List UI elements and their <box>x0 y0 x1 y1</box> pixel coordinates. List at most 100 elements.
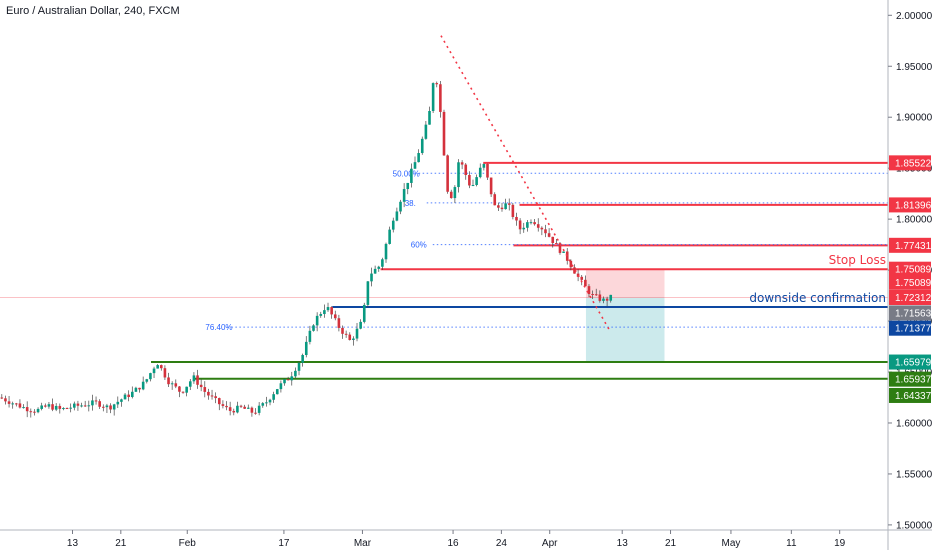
candle-body <box>439 84 442 112</box>
price-tag[interactable] <box>889 289 931 305</box>
candle-body <box>254 412 257 414</box>
y-tick-label: 2.00000 <box>896 11 932 22</box>
x-tick-label: 21 <box>115 538 127 549</box>
price-tag[interactable] <box>889 274 931 290</box>
chart-title: Euro / Australian Dollar, 240, FXCM <box>6 5 180 17</box>
candle-body <box>163 368 167 378</box>
x-tick-label: May <box>721 538 740 549</box>
fib-levels: 50.00% 38. 60% 76.40% <box>205 169 888 332</box>
candle-body <box>540 227 544 230</box>
candle-body <box>373 268 377 274</box>
candle-body <box>232 410 236 413</box>
x-tick-label: 21 <box>665 538 677 549</box>
candle-body <box>29 411 33 413</box>
candle-body <box>159 365 163 369</box>
candle-body <box>116 401 120 405</box>
candle-body <box>40 405 43 409</box>
price-tag[interactable] <box>889 320 931 336</box>
candle-body <box>25 407 29 412</box>
candle-body <box>493 194 497 206</box>
price-tags[interactable]: 1.85522 1.81396 1.77431 1.75089 1.75089 1.723… <box>889 155 932 403</box>
candle-body <box>120 399 123 402</box>
candle-body <box>257 405 261 413</box>
candle-body <box>123 394 127 400</box>
candle-body <box>138 387 141 390</box>
candle-body <box>7 401 11 404</box>
price-tag-label: 1.71377 <box>895 324 932 335</box>
candle-body <box>69 407 72 409</box>
candle-body <box>178 386 181 392</box>
price-tag[interactable] <box>889 261 931 277</box>
candle-body <box>11 403 14 405</box>
candle-body <box>584 279 587 287</box>
candle-body <box>500 207 504 210</box>
candle-body <box>319 314 323 316</box>
candle-body <box>457 162 460 188</box>
candle-body <box>286 379 290 381</box>
candle-body <box>199 384 203 388</box>
candle-body <box>352 338 355 341</box>
candle-body <box>308 330 312 342</box>
fib-label: 60% <box>411 241 427 250</box>
candle-body <box>225 405 228 408</box>
candle-body <box>348 334 352 341</box>
x-tick-label: Feb <box>179 538 197 549</box>
candle-body <box>536 224 540 228</box>
candle-body <box>170 383 174 385</box>
price-tag[interactable] <box>889 354 931 370</box>
stop-loss-zone <box>585 269 665 298</box>
candle-body <box>76 403 80 406</box>
candle-body <box>301 354 304 363</box>
candle-body <box>478 167 482 178</box>
candle-body <box>594 294 598 296</box>
candle-body <box>341 327 344 334</box>
candle-body <box>399 201 402 212</box>
candle-body <box>167 377 170 385</box>
x-tick-label: 13 <box>67 538 79 549</box>
price-tag[interactable] <box>889 371 931 387</box>
price-tag[interactable] <box>889 387 931 403</box>
annotation-label: downside confirmation <box>749 291 886 305</box>
candle-body <box>446 155 449 192</box>
price-tag-label: 1.85522 <box>895 158 932 169</box>
candle-body <box>203 387 207 392</box>
price-tag[interactable] <box>889 155 931 171</box>
candle-body <box>489 177 493 195</box>
candle-body <box>558 243 562 253</box>
candle-body <box>105 405 109 408</box>
candle-body <box>330 307 333 315</box>
candle-body <box>391 220 395 230</box>
candle-body <box>475 177 478 185</box>
candle-body <box>221 404 225 406</box>
y-tick-label: 1.90000 <box>896 113 932 124</box>
candle-body <box>580 276 584 280</box>
candle-body <box>141 381 145 390</box>
candle-body <box>239 405 243 407</box>
candle-body <box>0 397 4 399</box>
candle-body <box>497 205 500 208</box>
price-tag[interactable] <box>889 197 931 213</box>
candle-body <box>272 394 275 400</box>
candle-body <box>290 376 294 381</box>
x-tick-label: 17 <box>278 538 290 549</box>
price-tag[interactable] <box>889 237 931 253</box>
x-tick-label: 19 <box>834 538 846 549</box>
candle-body <box>185 386 188 393</box>
fib-label: 50.00% <box>393 169 420 178</box>
y-tick-label: 1.55000 <box>896 469 932 480</box>
candle-body <box>228 407 232 411</box>
y-tick-label: 1.80000 <box>896 215 932 226</box>
price-tag-label: 1.81396 <box>895 200 932 211</box>
annotations: Stop Loss downside confirmation <box>749 253 886 305</box>
price-tag[interactable] <box>889 305 931 321</box>
candle-body <box>359 321 362 329</box>
x-tick-label: 11 <box>786 538 797 549</box>
candle-body <box>196 375 199 385</box>
candle-body <box>544 229 547 234</box>
candle-body <box>565 251 569 261</box>
candle-body <box>80 405 83 407</box>
candle-body <box>174 383 178 387</box>
candle-body <box>188 381 192 387</box>
candle-body <box>250 407 254 413</box>
